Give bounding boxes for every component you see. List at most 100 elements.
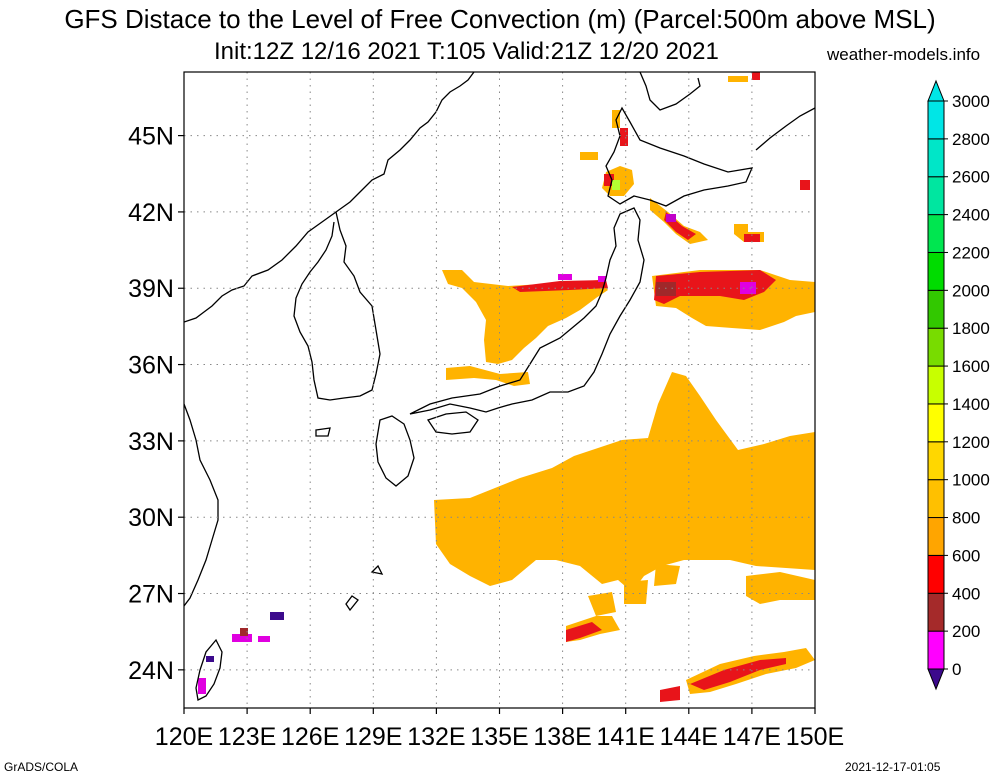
x-tick-label: 126E — [281, 723, 339, 751]
footer-software: GrADS/COLA — [4, 760, 79, 774]
colorbar-label: 200 — [952, 622, 980, 641]
colorbar-box — [927, 327, 945, 367]
coast-kyushu — [375, 415, 415, 487]
field-red-band-2 — [654, 270, 776, 304]
coastlines — [184, 72, 815, 701]
coast-tsushima — [315, 427, 331, 437]
colorbar-box — [927, 592, 945, 632]
colorbar-box — [927, 403, 945, 443]
field-north-bit-2 — [620, 128, 628, 146]
coast-honshu — [409, 207, 645, 415]
colorbar-label: 600 — [952, 546, 980, 565]
colorbar-label: 2600 — [952, 168, 990, 187]
colorbar-label: 2200 — [952, 243, 990, 262]
colorbar-label: 1400 — [952, 395, 990, 414]
y-tick-label: 39N — [128, 275, 174, 303]
colorbar-box — [927, 100, 945, 140]
field-taiwan-1 — [198, 678, 206, 694]
x-tick-label: 132E — [407, 723, 465, 751]
x-tick-label: 135E — [470, 723, 528, 751]
colorbar-box — [927, 138, 945, 178]
colorbar-label: 800 — [952, 509, 980, 528]
footer-timestamp: 2021-12-17-01:05 — [845, 760, 941, 774]
y-tick-label: 42N — [128, 199, 174, 227]
field-magenta-2 — [598, 276, 606, 282]
x-tick-label: 138E — [533, 723, 591, 751]
field-sakishima-4 — [258, 636, 270, 642]
colorbar-label: 1600 — [952, 357, 990, 376]
colorbar-label: 2000 — [952, 281, 990, 300]
field-north-bit-4 — [728, 76, 748, 82]
field-north-bit-5 — [752, 72, 760, 80]
coast-hokkaido — [605, 106, 754, 207]
x-tick-label: 129E — [344, 723, 402, 751]
y-tick-label: 30N — [128, 504, 174, 532]
field-pacific-south-2 — [746, 572, 815, 604]
colorbar-box — [927, 554, 945, 594]
colorbar-label: 2800 — [952, 130, 990, 149]
field-hokkaido-green — [612, 180, 620, 190]
field-brown-1 — [656, 282, 676, 296]
coast-china — [184, 403, 219, 607]
field-sakishima-3 — [270, 612, 284, 620]
coast-ryukyu-1 — [370, 564, 384, 575]
colorbar-label: 1000 — [952, 471, 990, 490]
colorbar-box — [927, 251, 945, 291]
coast-shikoku — [426, 411, 479, 435]
field-southeast-red-2 — [660, 686, 680, 702]
colorbar-box — [927, 289, 945, 329]
colorbar-box — [927, 176, 945, 216]
field-north-bit-3 — [580, 152, 598, 160]
field-red-band-1 — [512, 280, 608, 292]
coast-mainland — [184, 72, 475, 323]
field-ryukyu-red — [566, 622, 602, 642]
coast-sakhalin — [639, 72, 701, 111]
colorbar-box — [927, 517, 945, 556]
colorbar-box — [927, 479, 945, 519]
field-kanto-strip — [446, 366, 530, 386]
lfc-field — [198, 72, 815, 702]
y-axis: 45N 42N 39N 36N 33N 30N 27N 24N — [128, 123, 184, 685]
colorbar-box — [927, 441, 945, 481]
map-title: GFS Distace to the Level of Free Convect… — [64, 4, 936, 34]
field-hokkaido-magenta — [666, 214, 676, 222]
y-tick-label: 45N — [128, 123, 174, 151]
colorbar-box — [927, 214, 945, 253]
field-taiwan-2 — [206, 656, 214, 662]
y-tick-label: 24N — [128, 657, 174, 685]
y-tick-label: 33N — [128, 428, 174, 456]
colorbar-arrow-low — [927, 668, 945, 691]
field-scatter-1 — [588, 592, 616, 616]
field-kuril-red — [744, 234, 760, 242]
x-tick-label: 120E — [155, 723, 213, 751]
y-tick-label: 27N — [128, 581, 174, 609]
field-sakishima-2 — [240, 628, 248, 636]
coast-korea — [293, 211, 381, 401]
coast-taiwan — [195, 638, 223, 701]
x-tick-label: 123E — [218, 723, 276, 751]
coast-ryukyu-2 — [345, 595, 359, 612]
x-tick-label: 144E — [660, 723, 718, 751]
colorbar-label: 3000 — [952, 92, 990, 111]
colorbar-box — [927, 630, 945, 670]
x-tick-label: 147E — [723, 723, 781, 751]
y-tick-label: 36N — [128, 352, 174, 380]
field-magenta-1 — [558, 274, 572, 280]
coast-kurils — [755, 107, 815, 151]
field-southeast-red — [690, 658, 786, 690]
field-pacific-south — [434, 372, 815, 592]
field-scatter-2 — [624, 580, 648, 604]
x-tick-label: 141E — [597, 723, 655, 751]
colorbar: 0 200 400 600 800 1000 1200 1400 1600 1800 2000 220… — [927, 79, 990, 691]
field-scatter-3 — [654, 564, 680, 586]
x-tick-label: 150E — [786, 723, 844, 751]
map-subtitle: Init:12Z 12/16 2021 T:105 Valid:21Z 12/2… — [214, 38, 719, 65]
field-sea-of-japan — [442, 270, 608, 364]
colorbar-label: 1200 — [952, 433, 990, 452]
field-hokkaido-south — [650, 198, 708, 244]
colorbar-box — [927, 365, 945, 405]
site-credit: weather-models.info — [827, 45, 981, 64]
field-north-bit-6 — [800, 180, 810, 190]
colorbar-label: 2400 — [952, 206, 990, 225]
